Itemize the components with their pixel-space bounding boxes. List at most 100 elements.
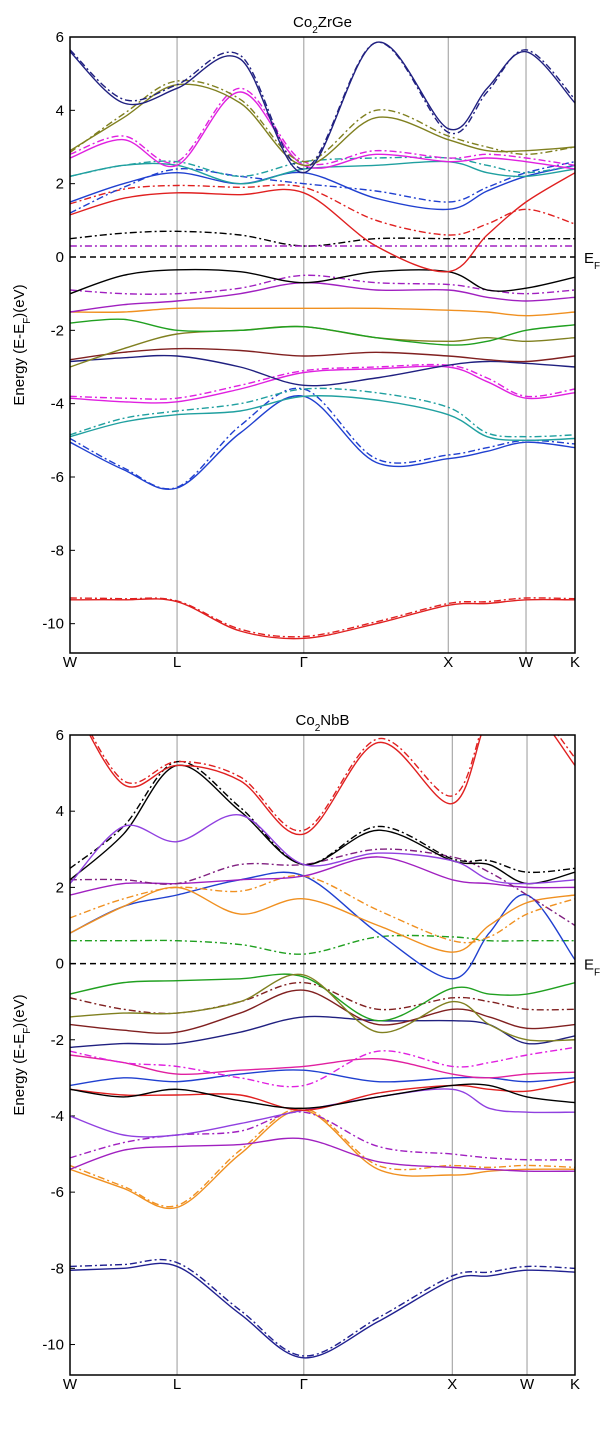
band-line	[70, 230, 575, 247]
x-tick-label: Γ	[300, 654, 308, 671]
x-tick-label: X	[443, 654, 453, 671]
band-line	[70, 79, 575, 163]
y-tick-label: 6	[56, 727, 64, 744]
band-line	[70, 856, 575, 896]
y-tick-label: -2	[51, 322, 64, 339]
band-line	[70, 347, 575, 363]
y-tick-label: -4	[51, 1108, 64, 1125]
band-line	[70, 1109, 575, 1210]
bands	[70, 735, 575, 1359]
text-part: 2	[315, 723, 321, 734]
y-tick-label: -8	[51, 1260, 64, 1277]
x-tick-label: W	[63, 654, 78, 671]
text-part: F	[22, 318, 33, 324]
band-line	[70, 184, 575, 236]
band-line	[70, 281, 575, 313]
band-line	[70, 83, 575, 167]
band-line	[70, 989, 575, 1034]
band-line	[70, 160, 575, 214]
y-tick-label: -8	[51, 542, 64, 559]
fermi-label: EF	[584, 250, 600, 272]
bands	[70, 41, 575, 640]
text-part: F	[594, 967, 600, 978]
x-tick-label: K	[570, 654, 580, 671]
y-axis-label: Energy (E-EF)(eV)	[11, 994, 33, 1115]
x-tick-label: L	[173, 1376, 181, 1393]
text-part: F	[594, 261, 600, 272]
text-part: F	[22, 1028, 33, 1034]
y-axis-label: Energy (E-EF)(eV)	[11, 284, 33, 405]
band-line	[70, 395, 575, 442]
y-tick-label: -10	[42, 1337, 64, 1354]
text-part: NbB	[320, 712, 349, 729]
text-part: Co	[296, 712, 315, 729]
band-line	[70, 1258, 575, 1357]
band-line	[70, 91, 575, 170]
y-tick-label: 2	[56, 176, 64, 193]
x-tick-label: K	[570, 1376, 580, 1393]
band-line	[70, 874, 575, 944]
text-part: Co	[293, 14, 312, 31]
band-line	[70, 871, 575, 980]
text-part: )(eV)	[11, 284, 28, 317]
band-line	[70, 1054, 575, 1079]
band-line	[70, 973, 575, 1042]
text-part: E	[584, 250, 594, 267]
chart-title: Co2ZrGe	[293, 14, 352, 36]
band-line	[70, 395, 575, 490]
band-line	[70, 597, 575, 638]
band-line	[70, 268, 575, 295]
chart-title: Co2NbB	[296, 712, 350, 734]
x-tick-label: L	[173, 654, 181, 671]
plot-frame	[69, 36, 576, 654]
y-tick-label: 0	[56, 249, 64, 266]
band-line	[70, 848, 575, 927]
band-line	[70, 1046, 575, 1088]
band-line	[70, 156, 575, 178]
band-line	[70, 1137, 575, 1173]
text-part: ZrGe	[318, 14, 352, 31]
x-tick-label: W	[519, 654, 534, 671]
text-part: Energy (E-E	[11, 1034, 28, 1116]
band-line	[70, 354, 575, 387]
band-line	[88, 735, 575, 836]
x-tick-label: W	[520, 1376, 535, 1393]
y-tick-label: 0	[56, 956, 64, 973]
plot-frame	[69, 734, 576, 1376]
band-line	[70, 814, 575, 885]
y-tick-label: 2	[56, 879, 64, 896]
band-line	[70, 363, 575, 400]
band-line	[70, 160, 575, 185]
band-line	[70, 387, 575, 438]
y-tick-label: -6	[51, 469, 64, 486]
band-line	[70, 365, 575, 404]
y-tick-label: 4	[56, 803, 64, 820]
band-line	[70, 886, 575, 953]
y-tick-label: -10	[42, 616, 64, 633]
band-line	[70, 1111, 575, 1161]
band-line	[70, 973, 575, 1022]
y-tick-label: -2	[51, 1032, 64, 1049]
band-line	[70, 164, 575, 211]
band-line	[70, 87, 575, 167]
band-line	[70, 1262, 575, 1359]
x-tick-label: Γ	[300, 1376, 308, 1393]
band-line	[70, 934, 575, 955]
y-tick-label: 6	[56, 29, 64, 46]
fermi-label: EF	[584, 957, 600, 979]
y-tick-label: 4	[56, 102, 64, 119]
band-line	[70, 598, 575, 640]
band-line	[70, 387, 575, 490]
band-line	[70, 307, 575, 317]
band-line	[70, 318, 575, 346]
text-part: )(eV)	[11, 994, 28, 1027]
text-part: E	[584, 957, 594, 974]
x-tick-label: X	[447, 1376, 457, 1393]
band-line	[70, 1088, 575, 1138]
text-part: Energy (E-E	[11, 324, 28, 406]
y-tick-label: -4	[51, 396, 64, 413]
x-tick-label: W	[63, 1376, 78, 1393]
